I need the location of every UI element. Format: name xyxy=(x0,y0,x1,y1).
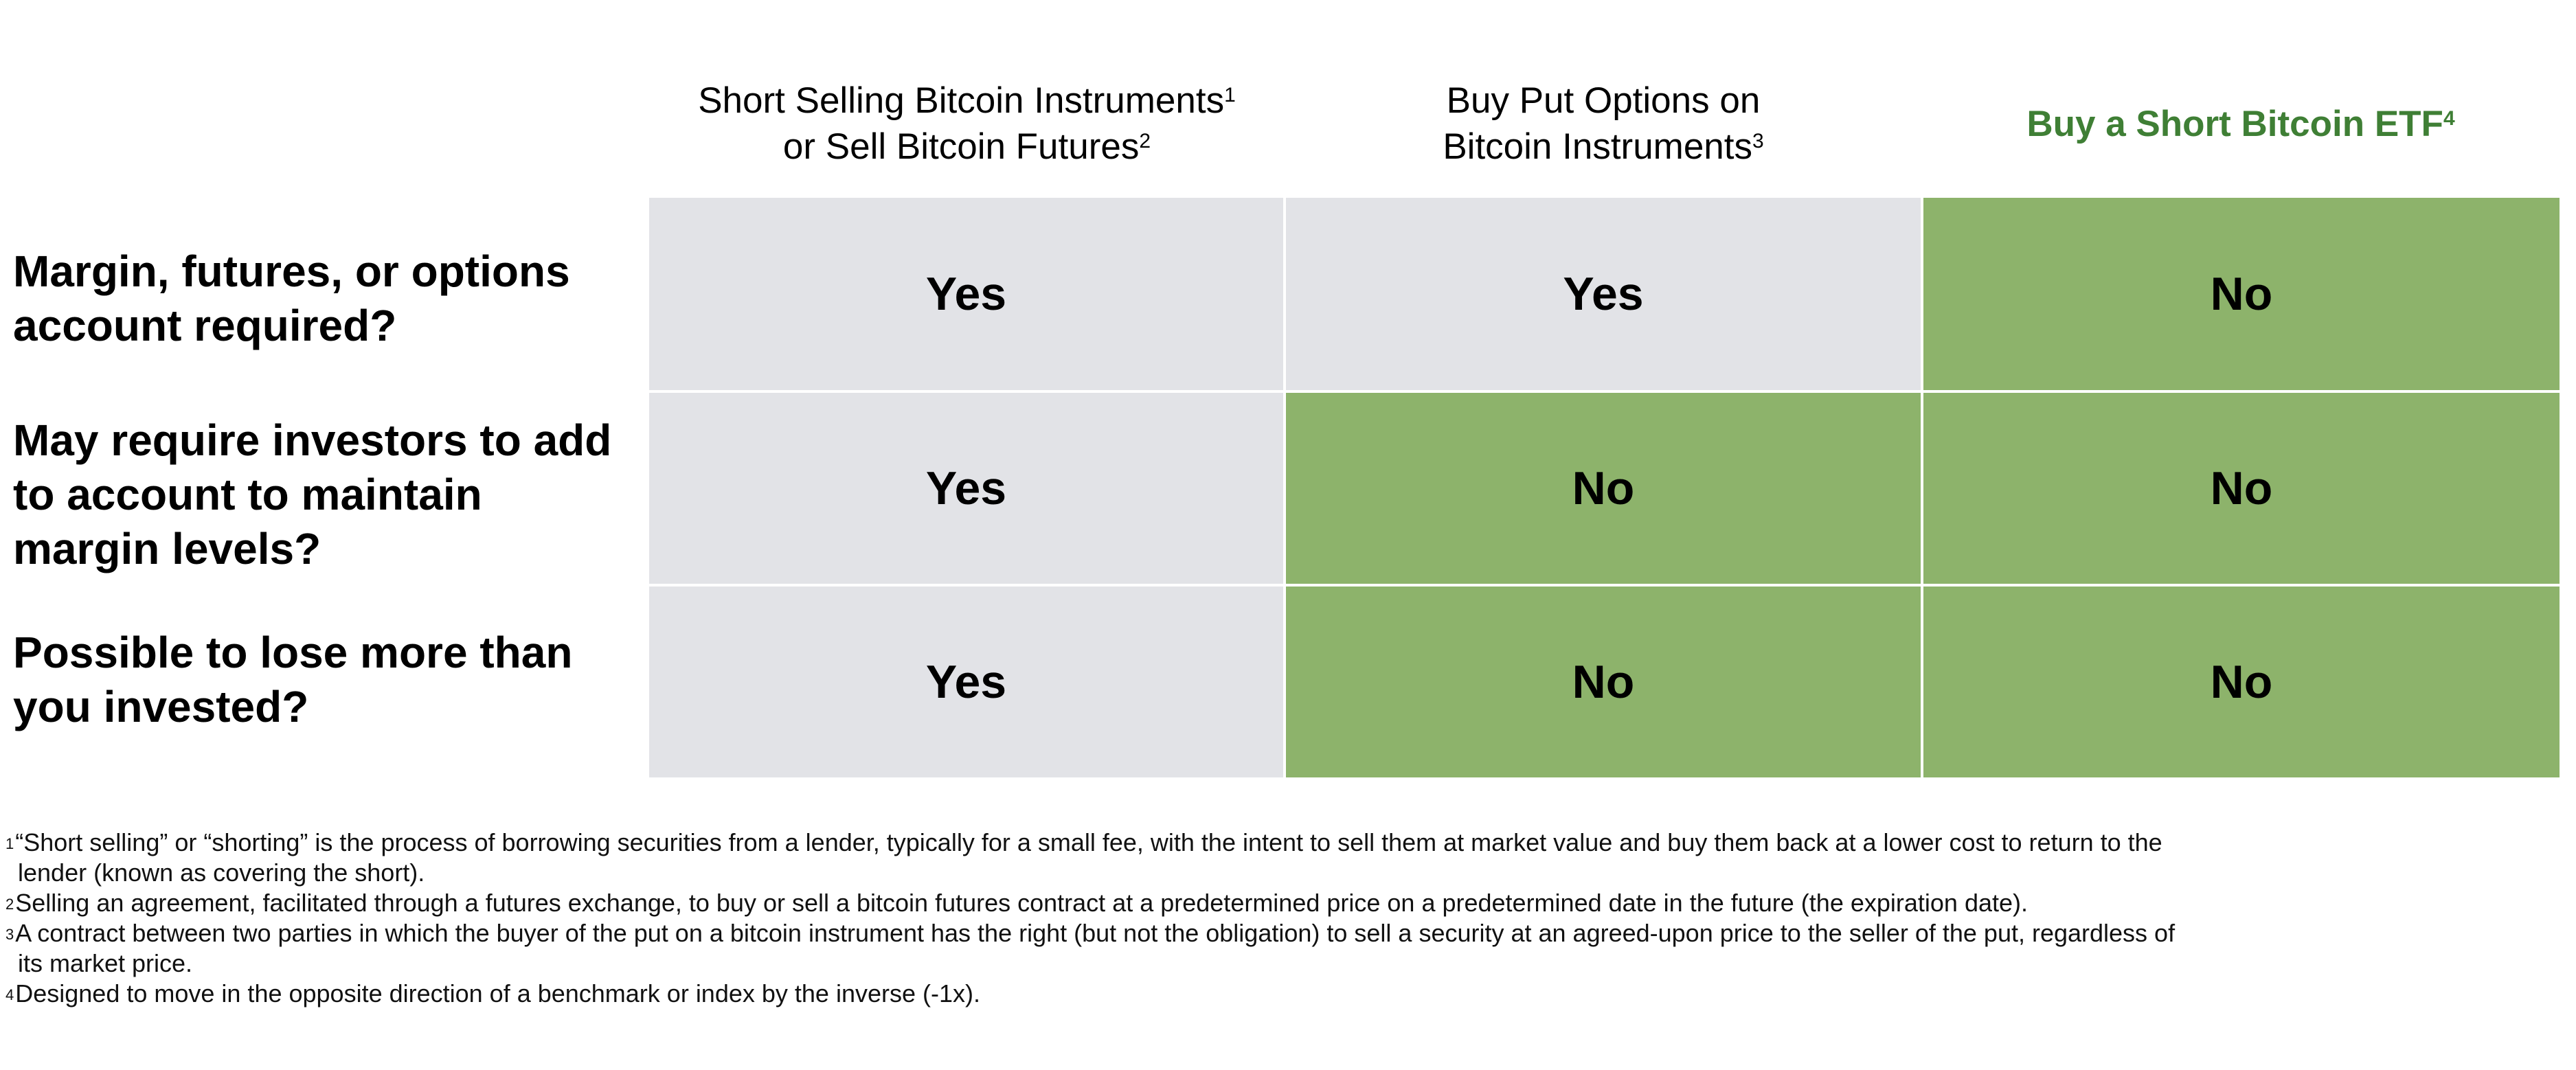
column-header-put-options: Buy Put Options on Bitcoin Instruments3 xyxy=(1285,65,1922,182)
column-header-short-selling: Short Selling Bitcoin Instruments1 or Sel… xyxy=(649,65,1285,182)
footnote-number: 2 xyxy=(5,896,14,913)
footnote-text: Selling an agreement, facilitated throug… xyxy=(15,889,2028,917)
footnote-3: 3A contract between two parties in which… xyxy=(5,918,2561,979)
table-cell: Yes xyxy=(649,587,1283,777)
table-cell: No xyxy=(1923,587,2560,777)
footnote-text: “Short selling” or “shorting” is the pro… xyxy=(15,828,2162,856)
footnote-number: 4 xyxy=(5,986,14,1003)
table-cell: Yes xyxy=(649,393,1283,584)
footnote-ref: 2 xyxy=(1139,130,1151,152)
table-cell: No xyxy=(1923,198,2560,390)
footnote-text: A contract between two parties in which … xyxy=(15,919,2176,947)
row-label-maintain-margin: May require investors to add to account … xyxy=(13,415,612,573)
header-line: or Sell Bitcoin Futures xyxy=(782,126,1140,167)
row-label-lose-more: Possible to lose more than you invested? xyxy=(13,628,573,731)
table-cell: Yes xyxy=(649,198,1283,390)
footnote-2: 2Selling an agreement, facilitated throu… xyxy=(5,888,2561,918)
header-line: Short Selling Bitcoin Instruments xyxy=(698,80,1225,121)
table-cell: No xyxy=(1286,587,1921,777)
footnote-text: lender (known as covering the short). xyxy=(18,858,425,887)
header-line: Bitcoin Instruments xyxy=(1443,126,1752,167)
row-label-account-required: Margin, futures, or options account requ… xyxy=(13,247,570,350)
footnote-number: 1 xyxy=(5,835,14,852)
table-cell: Yes xyxy=(1286,198,1921,390)
table-cell: No xyxy=(1286,393,1921,584)
footnote-number: 3 xyxy=(5,926,14,943)
header-line: Buy Put Options on xyxy=(1446,80,1761,121)
column-header-short-etf: Buy a Short Bitcoin ETF4 xyxy=(1922,65,2560,182)
footnote-text: its market price. xyxy=(18,949,193,977)
footnote-1: 1“Short selling” or “shorting” is the pr… xyxy=(5,828,2561,888)
footnote-ref: 1 xyxy=(1224,84,1236,106)
footnote-4: 4Designed to move in the opposite direct… xyxy=(5,979,2561,1009)
footnotes: 1“Short selling” or “shorting” is the pr… xyxy=(5,828,2561,1009)
footnote-ref: 4 xyxy=(2443,106,2455,130)
header-line: Buy a Short Bitcoin ETF xyxy=(2026,103,2443,144)
footnote-ref: 3 xyxy=(1752,130,1764,152)
footnote-text: Designed to move in the opposite directi… xyxy=(15,979,980,1008)
table-cell: No xyxy=(1923,393,2560,584)
